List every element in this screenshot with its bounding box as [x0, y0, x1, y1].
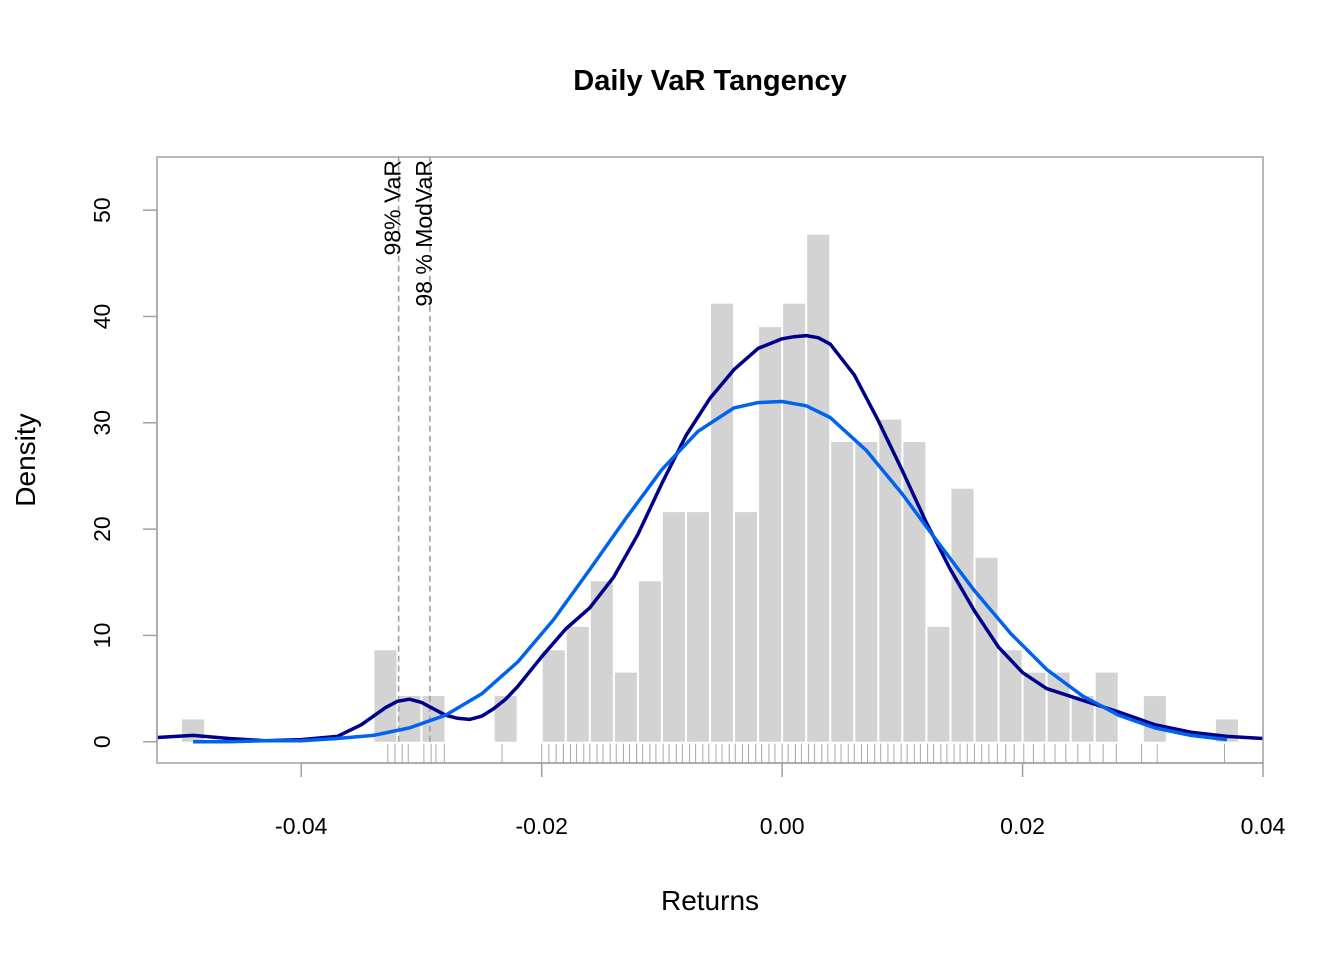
x-tick-label: -0.02 [515, 813, 567, 839]
x-axis: -0.04 -0.02 0.00 0.02 0.04 [275, 762, 1286, 839]
y-axis-title: Density [10, 413, 41, 506]
histogram-bar [711, 303, 734, 742]
histogram-bar [686, 512, 709, 742]
var-line-label: 98 % ModVaR [411, 160, 437, 307]
histogram-bars [182, 234, 1238, 742]
histogram-bar [879, 419, 902, 742]
x-tick-label: 0.02 [1000, 813, 1045, 839]
y-tick-label: 50 [89, 197, 115, 223]
histogram-bar [182, 719, 205, 742]
histogram-bar [494, 696, 517, 742]
histogram-bar [662, 512, 685, 742]
histogram-bar [542, 650, 565, 742]
histogram-bar [566, 626, 589, 742]
histogram-bar [1023, 672, 1046, 742]
x-tick-label: 0.04 [1241, 813, 1286, 839]
histogram-bar [975, 557, 998, 742]
histogram-bar [855, 441, 878, 742]
histogram-bar [807, 234, 830, 742]
x-tick-label: 0.00 [760, 813, 805, 839]
x-tick-label: -0.04 [275, 813, 328, 839]
y-tick-label: 40 [89, 304, 115, 330]
y-tick-label: 10 [89, 623, 115, 649]
histogram-bar [1143, 696, 1166, 742]
histogram-bar [951, 488, 974, 742]
histogram-bar [590, 581, 613, 742]
var-line-label: 98% VaR [380, 160, 406, 255]
plot-frame [156, 156, 1264, 764]
var-reference-lines: 98% VaR 98 % ModVaR [380, 157, 437, 742]
histogram-bar [735, 512, 758, 742]
y-tick-label: 30 [89, 410, 115, 436]
histogram-bar [831, 441, 854, 742]
y-tick-label: 20 [89, 516, 115, 542]
y-axis: 0 10 20 30 40 50 [89, 197, 158, 748]
histogram-bar [903, 441, 926, 742]
y-tick-label: 0 [89, 735, 115, 748]
density-line [156, 333, 1264, 743]
density-line [193, 399, 1228, 744]
chart-title: Daily VaR Tangency [573, 65, 846, 97]
density-curves [156, 333, 1264, 744]
histogram-bar [783, 303, 806, 742]
histogram-bar [759, 327, 782, 742]
histogram-bar [374, 650, 397, 742]
x-axis-title: Returns [661, 885, 759, 916]
histogram-bar [1071, 696, 1094, 742]
histogram-bar [638, 581, 661, 742]
histogram-bar [614, 672, 637, 742]
histogram-bar [927, 626, 950, 742]
rug-ticks [387, 743, 1226, 764]
histogram-bar [999, 650, 1022, 742]
